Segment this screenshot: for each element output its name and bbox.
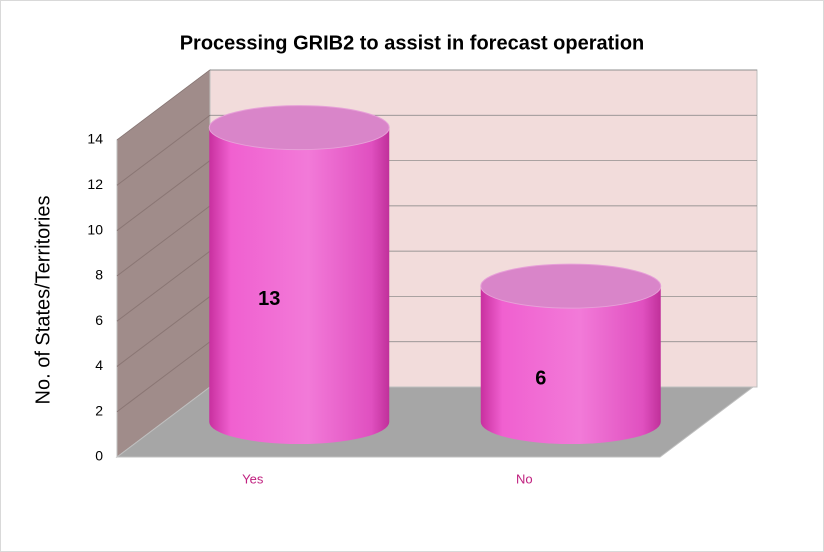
grid-line	[116, 296, 211, 367]
y-tick-label: 14	[87, 131, 103, 147]
cylinder-top	[208, 105, 390, 151]
grid-line	[116, 114, 211, 186]
y-tick-label: 4	[95, 357, 103, 373]
y-tick-label: 0	[95, 448, 103, 464]
y-tick-label: 10	[87, 221, 103, 237]
cylinder	[209, 127, 390, 445]
y-axis-label: No. of States/Territories	[32, 196, 54, 405]
grid-line	[116, 250, 211, 322]
cylinder-top	[480, 263, 662, 309]
data-label: 6	[535, 367, 546, 389]
y-tick-label: 12	[87, 176, 103, 192]
grid-line	[116, 205, 211, 277]
y-tick-label: 2	[95, 402, 103, 418]
grid-line	[116, 160, 211, 231]
y-tick-label: 6	[95, 312, 103, 328]
x-tick-label: Yes	[242, 471, 264, 486]
data-label: 13	[258, 288, 280, 310]
y-tick-label: 8	[95, 267, 103, 283]
chart-title: Processing GRIB2 to assist in forecast o…	[180, 32, 645, 54]
x-tick-label: No	[516, 471, 533, 486]
grid-line	[116, 341, 211, 413]
grid-line	[116, 69, 211, 141]
cylinder	[480, 286, 661, 444]
